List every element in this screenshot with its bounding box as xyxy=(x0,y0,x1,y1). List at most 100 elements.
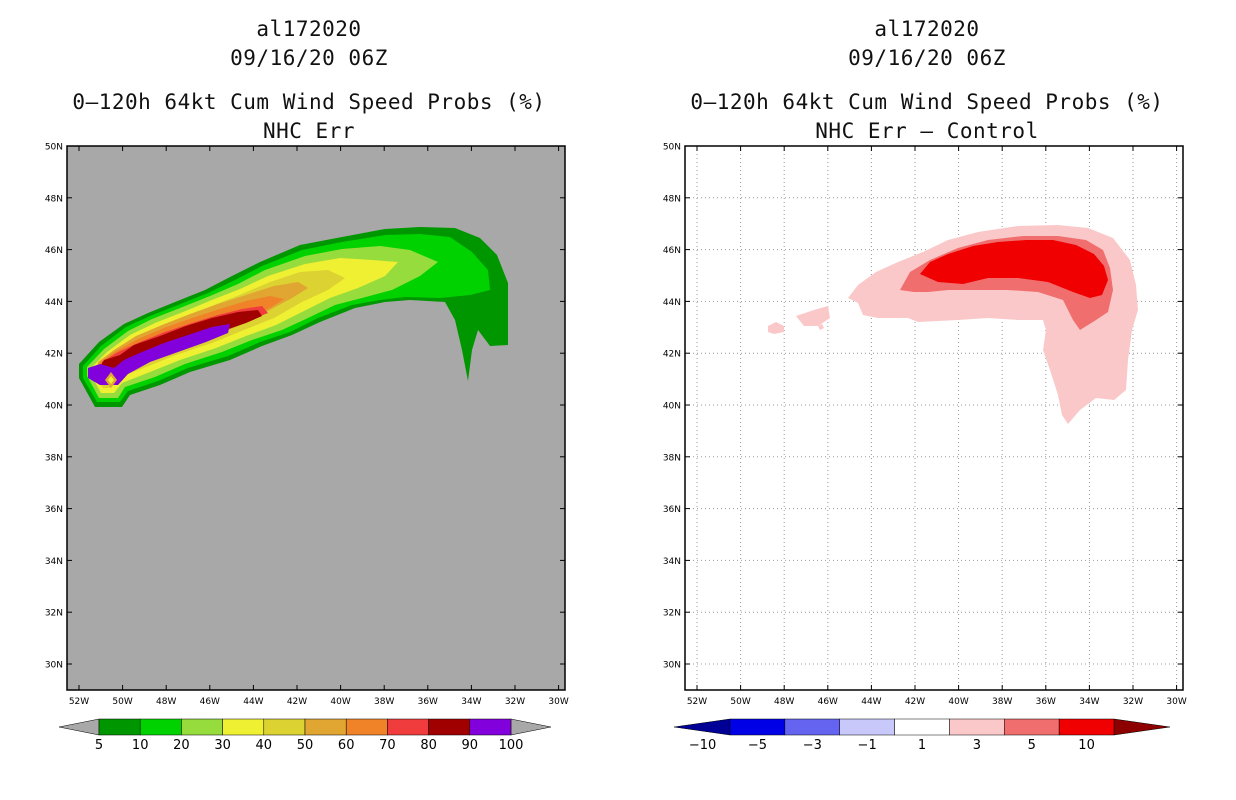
probability-swath xyxy=(79,227,508,407)
left-map-panel: al172020 09/16/20 06Z 0–120h 64kt Cum Wi… xyxy=(45,17,569,754)
colorbar-segment xyxy=(98,718,141,736)
lon-label: 32W xyxy=(1123,697,1143,707)
lat-label: 38N xyxy=(45,453,63,463)
map-axes: 50N 48N 46N 44N 42N 40N 38N 36N 34N 32N 30N 52W 50W 4… xyxy=(663,143,1187,708)
diff-contour-1-island-b xyxy=(768,322,784,334)
colorbar-label: 90 xyxy=(462,738,479,753)
colorbar-segment xyxy=(139,718,182,736)
lon-label: 36W xyxy=(1036,697,1056,707)
lat-label: 40N xyxy=(45,402,63,412)
map-border xyxy=(66,145,566,691)
lat-label: 42N xyxy=(45,350,63,360)
diff-contour-1-island-c xyxy=(818,324,824,330)
colorbar-label: 1 xyxy=(918,738,926,753)
map-border xyxy=(684,145,1184,691)
product-title: 0–120h 64kt Cum Wind Speed Probs (%) xyxy=(690,90,1164,114)
lon-label: 42W xyxy=(905,697,925,707)
lon-label: 48W xyxy=(774,697,794,707)
lon-label: 44W xyxy=(243,697,263,707)
colorbar-label: 3 xyxy=(973,738,981,753)
colorbar-segment xyxy=(839,718,895,736)
diff-contour-5 xyxy=(920,240,1108,298)
colorbar-segment xyxy=(729,718,786,736)
lat-label: 32N xyxy=(45,609,63,619)
colorbar-label: −10 xyxy=(689,738,716,753)
lat-label: 50N xyxy=(663,143,681,153)
lat-label: 50N xyxy=(45,143,63,153)
lon-label: 30W xyxy=(548,697,568,707)
lon-label: 44W xyxy=(861,697,881,707)
subtitle: NHC Err – Control xyxy=(815,119,1039,143)
colorbar-segment xyxy=(784,718,840,736)
colorbar-segment xyxy=(949,718,1005,736)
colorbar-segment xyxy=(469,718,512,736)
lon-label: 50W xyxy=(112,697,132,707)
product-title: 0–120h 64kt Cum Wind Speed Probs (%) xyxy=(72,90,546,114)
lon-label: 52W xyxy=(69,697,89,707)
colorbar-label: 50 xyxy=(297,738,314,753)
colorbar-segment xyxy=(345,718,388,736)
lat-label: 44N xyxy=(45,298,63,308)
datetime-title: 09/16/20 06Z xyxy=(848,46,1006,70)
colorbar-label: −1 xyxy=(858,738,877,753)
colorbar-segment xyxy=(222,718,265,736)
lon-label: 36W xyxy=(418,697,438,707)
lon-label: 38W xyxy=(992,697,1012,707)
lat-label: 36N xyxy=(663,505,681,515)
lon-label: 30W xyxy=(1166,697,1186,707)
datetime-title: 09/16/20 06Z xyxy=(230,46,388,70)
lon-label: 52W xyxy=(687,697,707,707)
colorbar-segment xyxy=(428,718,471,736)
map-axes: 50N 48N 46N 44N 42N 40N 38N 36N 34N 32N 30N 52W 50W 4… xyxy=(45,143,569,708)
colorbar-under-triangle xyxy=(673,718,731,736)
lon-label: 38W xyxy=(374,697,394,707)
storm-id-title: al172020 xyxy=(874,17,980,41)
lat-label: 30N xyxy=(663,661,681,671)
diff-contour-1-island-a xyxy=(796,306,830,326)
colorbar-label: 10 xyxy=(132,738,149,753)
lon-label: 48W xyxy=(156,697,176,707)
lon-label: 50W xyxy=(730,697,750,707)
colorbar-label: 80 xyxy=(420,738,437,753)
colorbar-label: 40 xyxy=(256,738,273,753)
lon-label: 34W xyxy=(1079,697,1099,707)
lon-label: 40W xyxy=(948,697,968,707)
colorbar-segment xyxy=(1058,718,1115,736)
lon-label: 40W xyxy=(330,697,350,707)
colorbar: −10 −5 −3 −1 1 3 5 10 xyxy=(673,718,1171,753)
lat-label: 36N xyxy=(45,505,63,515)
colorbar-over-triangle xyxy=(1113,718,1171,736)
lat-label: 48N xyxy=(45,194,63,204)
colorbar-segment xyxy=(1004,718,1060,736)
lat-label: 34N xyxy=(663,557,681,567)
lon-label: 32W xyxy=(505,697,525,707)
contour-90 xyxy=(88,324,230,385)
map-background xyxy=(67,146,565,690)
colorbar-under-triangle xyxy=(58,718,100,736)
right-map-panel: al172020 09/16/20 06Z 0–120h 64kt Cum Wi… xyxy=(618,0,1236,800)
lat-label: 34N xyxy=(45,557,63,567)
lat-label: 30N xyxy=(45,661,63,671)
map-gridlines xyxy=(685,146,1183,690)
colorbar-label: 60 xyxy=(338,738,355,753)
colorbar-label: 20 xyxy=(173,738,190,753)
lon-label: 34W xyxy=(461,697,481,707)
colorbar-label: 100 xyxy=(499,738,524,753)
colorbar: 5 10 20 30 40 50 60 70 80 90 100 xyxy=(58,718,552,753)
subtitle: NHC Err xyxy=(262,119,355,143)
colorbar-label: −5 xyxy=(748,738,767,753)
lat-label: 46N xyxy=(663,246,681,256)
left-map-svg: 50N 48N 46N 44N 42N 40N 38N 36N 34N 32N 30N 52W 50W 4… xyxy=(45,143,569,754)
colorbar-segment xyxy=(894,718,950,736)
colorbar-segment xyxy=(181,718,223,736)
colorbar-label: 5 xyxy=(95,738,103,753)
lat-label: 42N xyxy=(663,350,681,360)
lat-label: 46N xyxy=(45,246,63,256)
lat-label: 32N xyxy=(663,609,681,619)
lat-label: 44N xyxy=(663,298,681,308)
colorbar-segment xyxy=(387,718,429,736)
difference-swath xyxy=(768,225,1138,424)
colorbar-segment xyxy=(263,718,306,736)
colorbar-label: 70 xyxy=(379,738,396,753)
map-background xyxy=(685,146,1183,690)
